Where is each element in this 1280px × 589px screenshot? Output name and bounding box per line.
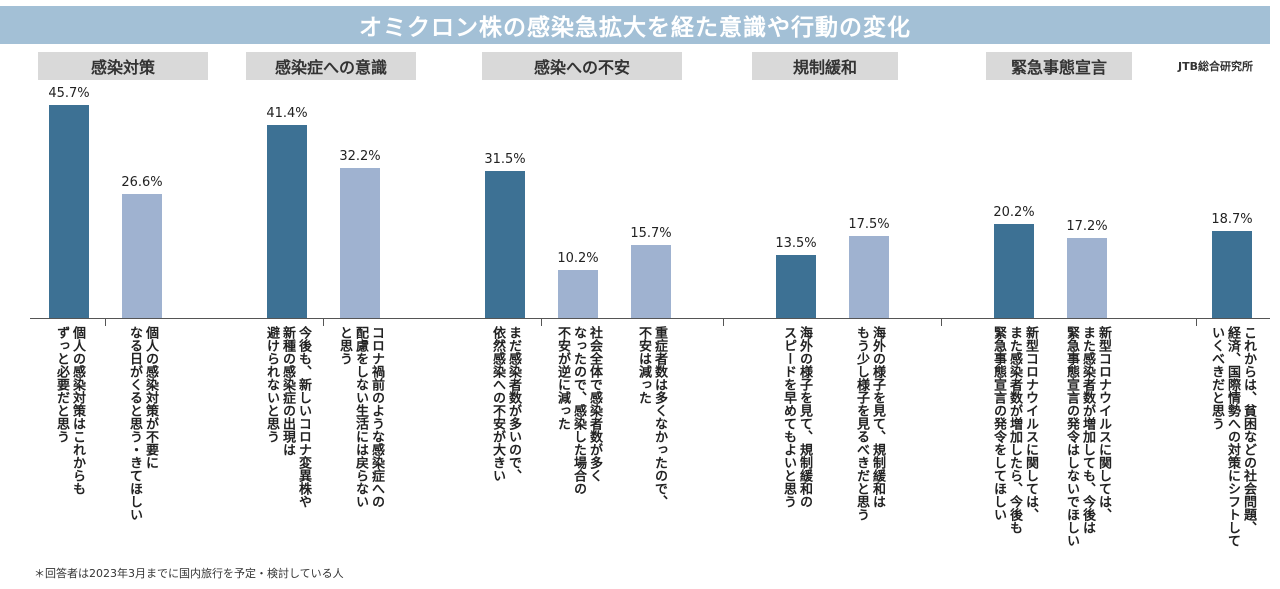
bar: [994, 223, 1034, 318]
data-label: 17.2%: [1066, 218, 1108, 234]
category-label: 個人の感染対策が不要に なる日がくると思う・きてほしい: [127, 326, 158, 521]
category-label: 今後も、新しいコロナ変異株や 新種の感染症の出現は 避けられないと思う: [264, 326, 311, 508]
x-axis-tick: [541, 318, 542, 326]
group-label-infection-control: 感染対策: [38, 52, 208, 80]
category-label: まだ感染者数が多いので、 依然感染への不安が大きい: [490, 326, 521, 482]
bar: [776, 255, 816, 318]
category-label: 個人の感染対策はこれからも ずっと必要だと思う: [54, 326, 85, 495]
bar: [122, 194, 162, 318]
x-axis-tick: [723, 318, 724, 326]
bar: [340, 167, 380, 318]
group-label-infection-anxiety: 感染への不安: [482, 52, 682, 80]
x-axis-tick: [941, 318, 942, 326]
bar: [558, 270, 598, 318]
x-axis-tick: [1196, 318, 1197, 326]
data-label: 17.5%: [848, 217, 890, 233]
bar: [49, 105, 89, 318]
data-label: 15.7%: [630, 225, 672, 241]
category-label: これからは、貧困などの社会問題、 経済、国際情勢への対策にシフトして いくべきだ…: [1209, 326, 1256, 547]
data-label: 10.2%: [557, 251, 599, 267]
category-label: 社会全体で感染者数が多く なったので、感染した場合の 不安が逆に減った: [555, 326, 602, 495]
category-label: 海外の様子を見て、規制緩和は もう少し様子を見るべきだと思う: [854, 326, 885, 521]
source-label: JTB総合研究所: [1178, 60, 1253, 73]
chart-title: オミクロン株の感染急拡大を経た意識や行動の変化: [359, 15, 911, 41]
footnote: ＊回答者は2023年3月までに国内旅行を予定・検討している人: [34, 567, 344, 580]
data-label: 20.2%: [993, 204, 1035, 220]
x-axis-baseline: [30, 318, 1270, 319]
category-label: コロナ禍前のような感染症への 配慮をしない生活には戻らない と思う: [337, 326, 384, 508]
group-label-infection-awareness: 感染症への意識: [246, 52, 416, 80]
chart-title-bar: オミクロン株の感染急拡大を経た意識や行動の変化: [0, 6, 1270, 44]
data-label: 31.5%: [484, 152, 526, 168]
data-label: 13.5%: [775, 236, 817, 252]
category-label: 海外の様子を見て、規制緩和の スピードを早めてもよいと思う: [781, 326, 812, 508]
group-label-deregulation: 規制緩和: [752, 52, 898, 80]
category-label: 新型コロナウイルスに関しては、 また感染者数が増加しても、今後は 緊急事態宣言の…: [1064, 326, 1111, 547]
data-label: 41.4%: [266, 106, 308, 122]
data-label: 18.7%: [1211, 211, 1253, 227]
category-label: 重症者数は多くなかったので、 不安は減った: [636, 326, 667, 508]
x-axis-tick: [323, 318, 324, 326]
bar: [1212, 230, 1252, 318]
group-label-emergency-declaration: 緊急事態宣言: [986, 52, 1132, 80]
bar: [1067, 237, 1107, 318]
bar: [267, 125, 307, 318]
data-label: 32.2%: [339, 148, 381, 164]
data-label: 45.7%: [48, 86, 90, 101]
category-label: 新型コロナウイルスに関しては、 また感染者数が増加したら、今後も 緊急事態宣言の…: [991, 326, 1038, 534]
x-axis-tick: [105, 318, 106, 326]
bar: [485, 171, 525, 318]
bar: [631, 244, 671, 318]
bar: [849, 236, 889, 318]
data-label: 26.6%: [121, 175, 163, 191]
